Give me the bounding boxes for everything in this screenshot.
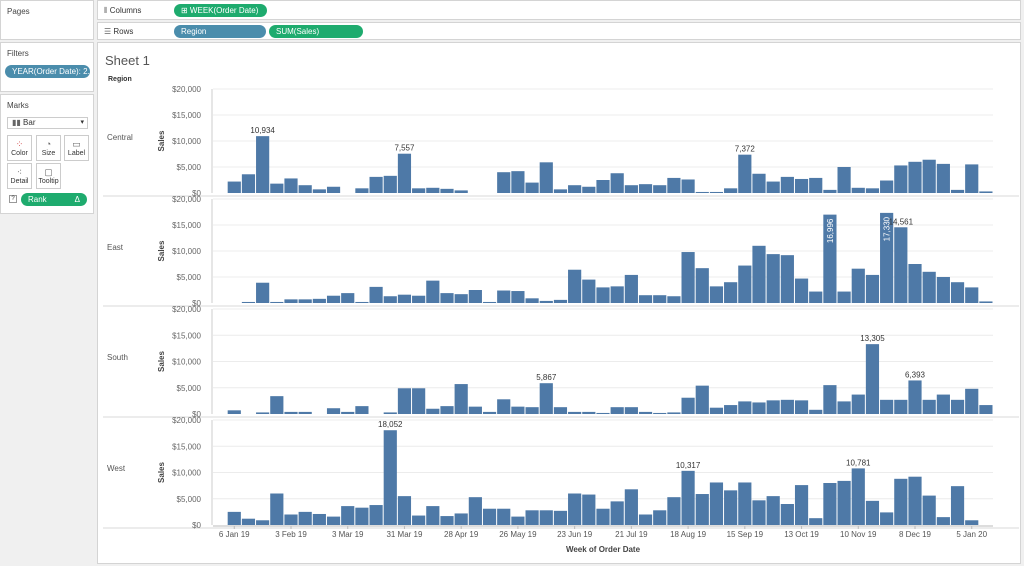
tooltip-label: Tooltip [38, 178, 59, 185]
rank-color-icon: ? [9, 195, 17, 203]
marks-title: Marks [7, 101, 29, 110]
pages-title: Pages [7, 7, 30, 16]
size-button[interactable]: ◔ Size [36, 135, 61, 161]
detail-label: Detail [10, 178, 29, 185]
tooltip-icon: ▢ [44, 167, 53, 177]
mark-type-label: Bar [23, 118, 36, 127]
pages-panel[interactable]: Pages [0, 0, 94, 40]
label-icon: ▭ [72, 139, 81, 149]
week-order-date-pill[interactable]: ⊞ WEEK(Order Date) [174, 4, 267, 17]
size-icon: ◔ [45, 139, 52, 149]
color-label: Color [11, 150, 28, 157]
sum-sales-pill[interactable]: SUM(Sales) [269, 25, 363, 38]
filters-panel: Filters YEAR(Order Date): 2.. [0, 42, 94, 92]
size-label: Size [41, 150, 56, 157]
rank-label: Rank [28, 195, 47, 204]
detail-icon: ⁖ [16, 167, 23, 177]
label-button[interactable]: ▭ Label [64, 135, 89, 161]
color-button[interactable]: ⁘ Color [7, 135, 32, 161]
rank-pill[interactable]: Rank Δ [21, 193, 87, 206]
detail-button[interactable]: ⁖ Detail [7, 163, 32, 189]
mark-type-dropdown[interactable]: ▮▮ Bar ▾ [7, 117, 88, 129]
tooltip-button[interactable]: ▢ Tooltip [36, 163, 61, 189]
rows-label: Rows [113, 27, 134, 36]
columns-label: Columns [109, 6, 142, 15]
region-pill[interactable]: Region [174, 25, 266, 38]
sheet-area: Sheet 1 Region [97, 42, 1021, 564]
region-header: Region [108, 76, 132, 83]
filters-title: Filters [7, 49, 29, 58]
rows-shelf: ☰ Rows Region SUM(Sales) [97, 22, 1021, 40]
columns-icon: ⦀ [104, 6, 108, 15]
year-filter-pill[interactable]: YEAR(Order Date): 2.. [5, 65, 90, 78]
columns-shelf: ⦀ Columns ⊞ WEEK(Order Date) [97, 0, 1021, 20]
marks-panel: Marks ▮▮ Bar ▾ ⁘ Color ◔ Size ▭ Label ⁖ … [0, 94, 94, 214]
color-dots-icon: ⁘ [15, 139, 24, 149]
label-label: Label [67, 150, 86, 157]
rows-icon: ☰ [104, 27, 112, 36]
chevron-down-icon: ▾ [80, 119, 84, 126]
bar-chart-icon: ▮▮ [12, 118, 21, 127]
sheet-title: Sheet 1 [105, 53, 150, 68]
delta-icon: Δ [74, 195, 80, 204]
